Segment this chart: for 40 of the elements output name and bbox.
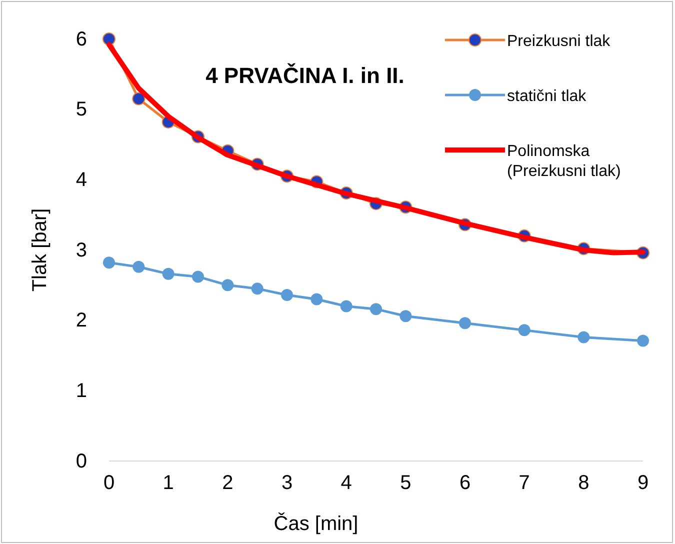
point [132, 92, 146, 106]
y-tick-label: 1 [76, 380, 87, 402]
x-tick-label: 4 [340, 472, 352, 494]
point [132, 260, 145, 273]
point [637, 334, 649, 347]
y-tick-label: 6 [76, 28, 87, 50]
y-tick-label: 4 [76, 169, 87, 192]
x-tick-label: 6 [459, 472, 471, 494]
point [370, 303, 382, 316]
x-tick-label: 5 [400, 472, 412, 494]
point [162, 268, 174, 280]
point [192, 270, 204, 283]
x-tick-label: 7 [518, 472, 530, 494]
y-tick-label: 0 [76, 450, 87, 472]
point [310, 293, 323, 306]
x-tick-label: 1 [162, 472, 174, 494]
point [281, 289, 293, 302]
x-tick-label: 3 [281, 472, 293, 494]
point [400, 310, 412, 322]
y-tick-label: 2 [76, 310, 87, 332]
legend-label: Polinomska (Preizkusni tlak) [507, 143, 621, 180]
x-tick-label: 2 [222, 472, 234, 494]
point [103, 256, 115, 269]
legend-label: Preizkusni tlak [507, 33, 612, 50]
text: 4 PRVAČINA I. in II. [206, 63, 404, 88]
point [102, 32, 116, 46]
y-axis-title: Tlak [bar] [29, 208, 51, 292]
y-tick-label: 5 [76, 98, 87, 121]
x-axis-title: Čas [min] [274, 512, 358, 535]
point [251, 282, 264, 295]
x-tick-label: 8 [578, 472, 590, 494]
point [578, 331, 590, 344]
point [340, 300, 352, 312]
x-tick-label: 9 [637, 472, 649, 494]
point [459, 317, 471, 330]
x-tick-label: 0 [103, 472, 115, 494]
point [518, 324, 530, 336]
y-tick-label: 3 [76, 239, 87, 262]
legend-label: statični tlak [507, 88, 588, 105]
point [222, 279, 234, 292]
